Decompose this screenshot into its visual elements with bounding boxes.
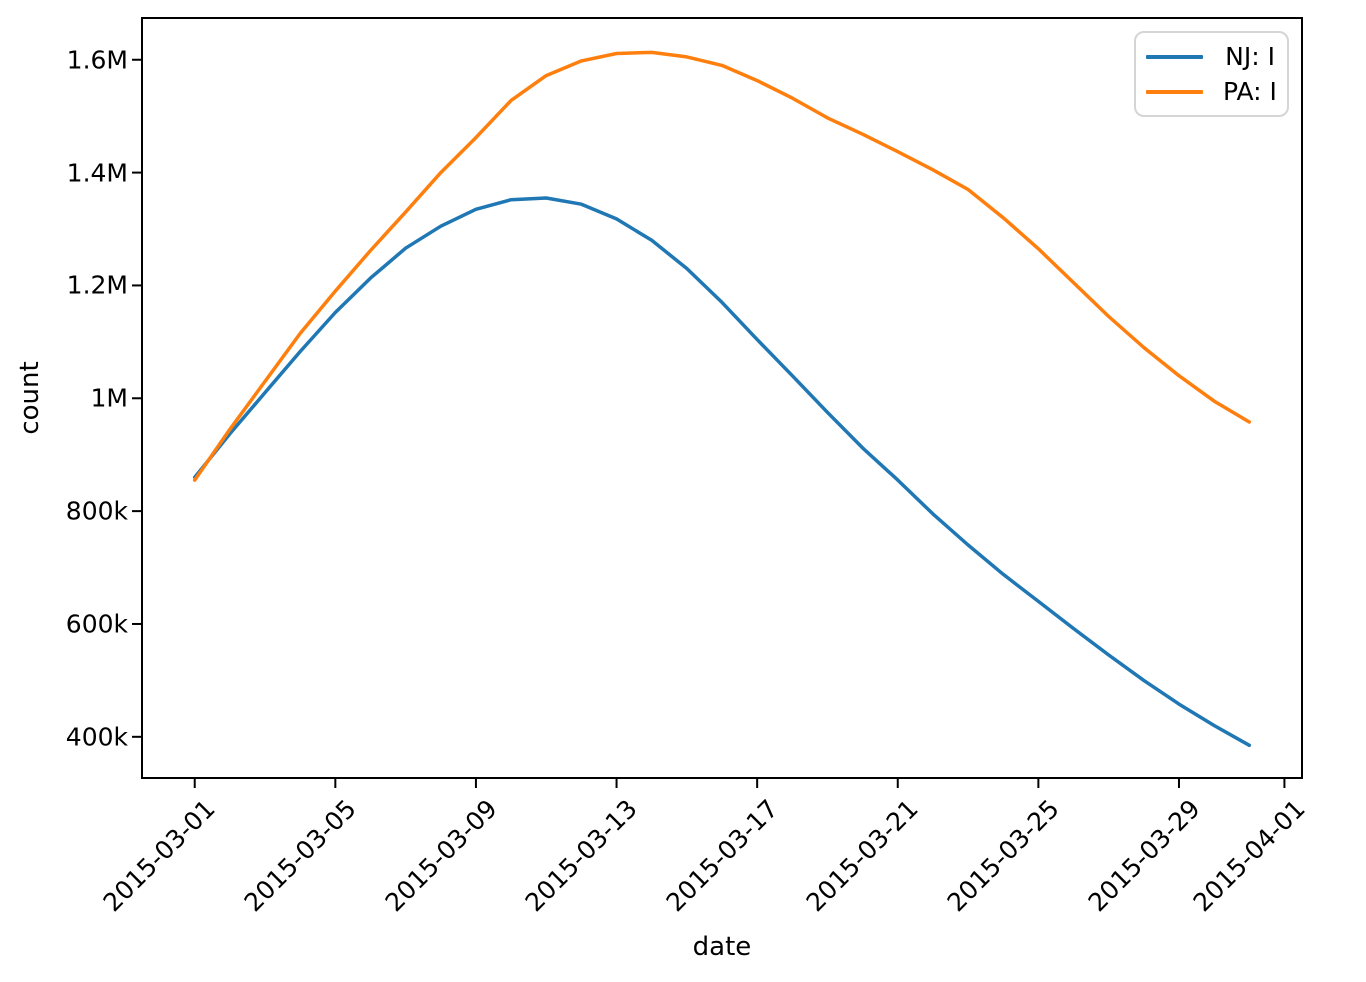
nj-line-swatch [1146,54,1203,59]
legend-label: NJ: I [1225,42,1275,71]
y-axis-tick-label: 1.2M [66,270,128,300]
y-axis-tick-label: 800k [65,496,128,526]
y-axis-tick-label: 400k [65,722,128,752]
legend-item: PA: I [1146,75,1277,109]
y-axis-tick-label: 600k [65,609,128,639]
y-axis-tick-label: 1.4M [66,158,128,188]
y-axis-label: count [15,361,45,435]
x-axis-label: date [692,932,752,962]
pa-line-swatch [1146,89,1203,94]
axes-spines [141,17,1303,779]
nj-series-line [192,196,1252,748]
y-axis-tick-label: 1.6M [66,45,128,75]
legend-label: PA: I [1223,77,1277,106]
legend-item: NJ: I [1146,40,1275,74]
y-axis-tick-label: 1M [90,383,128,413]
pa-series-line [192,50,1252,482]
legend: NJ: I PA: I [1134,31,1289,117]
